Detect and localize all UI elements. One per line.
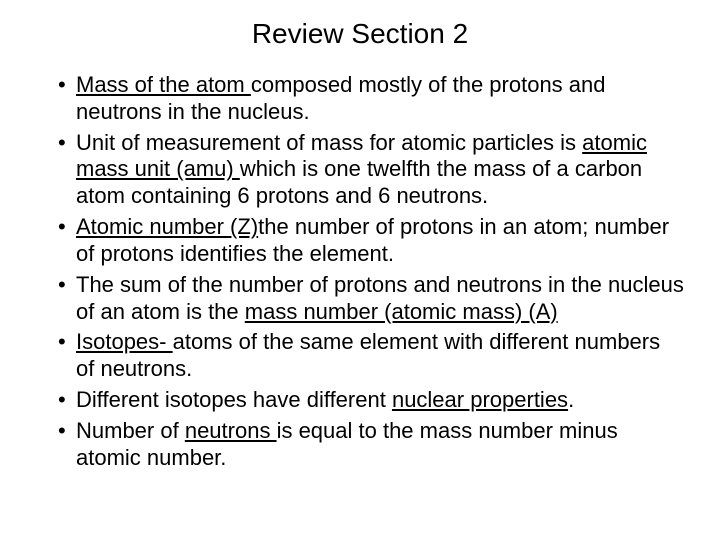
- list-item: The sum of the number of protons and neu…: [58, 272, 684, 326]
- list-item: Unit of measurement of mass for atomic p…: [58, 130, 684, 210]
- underlined-text: mass number (atomic mass) (A): [245, 299, 558, 324]
- text: Number of: [76, 418, 185, 443]
- list-item: Number of neutrons is equal to the mass …: [58, 418, 684, 472]
- text: Unit of measurement of mass for atomic p…: [76, 130, 582, 155]
- slide: Review Section 2 Mass of the atom compos…: [0, 0, 720, 540]
- underlined-text: Atomic number (Z): [76, 214, 258, 239]
- bullet-list: Mass of the atom composed mostly of the …: [36, 72, 684, 472]
- list-item: Different isotopes have different nuclea…: [58, 387, 684, 414]
- underlined-text: Isotopes-: [76, 329, 173, 354]
- underlined-text: Mass of the atom: [76, 72, 251, 97]
- underlined-text: neutrons: [185, 418, 277, 443]
- text: .: [568, 387, 574, 412]
- list-item: Atomic number (Z)the number of protons i…: [58, 214, 684, 268]
- underlined-text: nuclear properties: [392, 387, 568, 412]
- page-title: Review Section 2: [36, 18, 684, 50]
- text: Different isotopes have different: [76, 387, 392, 412]
- list-item: Mass of the atom composed mostly of the …: [58, 72, 684, 126]
- list-item: Isotopes- atoms of the same element with…: [58, 329, 684, 383]
